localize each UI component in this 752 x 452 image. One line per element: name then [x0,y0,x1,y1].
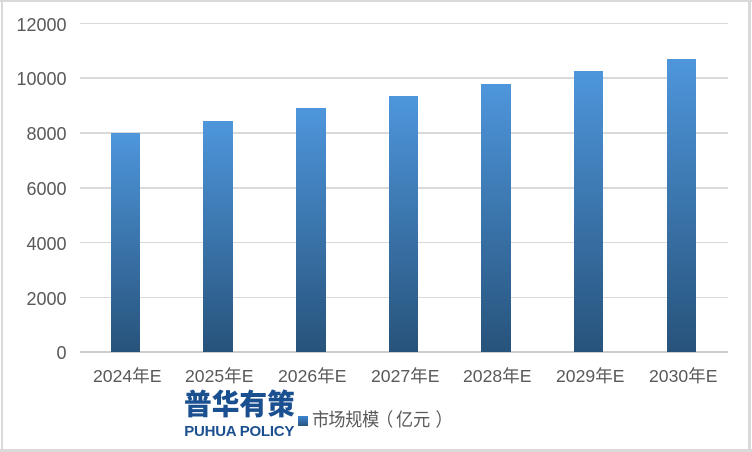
svg-text:2028: 2028 [463,366,502,386]
svg-text:E: E [242,366,254,386]
svg-text:2026: 2026 [278,366,317,386]
svg-text:E: E [335,366,347,386]
svg-text:2029: 2029 [556,366,595,386]
svg-text:2030: 2030 [649,366,688,386]
svg-text:2027: 2027 [371,366,410,386]
svg-text:E: E [520,366,532,386]
svg-text:E: E [613,366,625,386]
svg-text:E: E [149,366,161,386]
svg-text:E: E [427,366,439,386]
svg-text:2024: 2024 [93,366,132,386]
svg-text:E: E [705,366,717,386]
svg-text:2025: 2025 [185,366,224,386]
